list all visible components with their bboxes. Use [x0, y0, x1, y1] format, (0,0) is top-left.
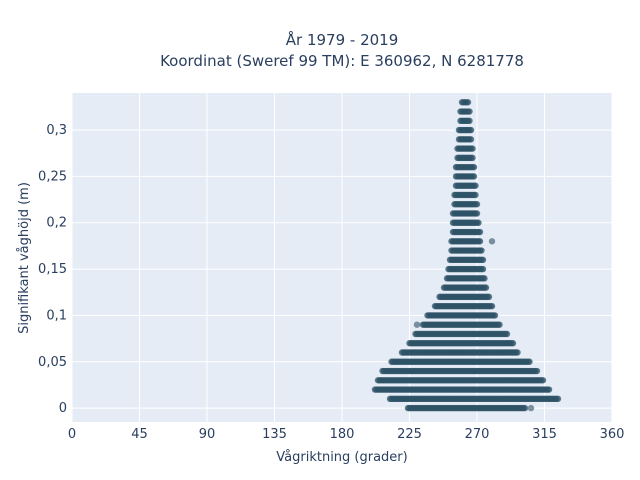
data-point — [464, 99, 472, 106]
x-axis-label: Vågriktning (grader) — [276, 450, 407, 465]
y-tick-label: 0 — [59, 401, 67, 416]
data-point — [521, 404, 529, 412]
data-point — [476, 228, 484, 236]
data-point — [488, 302, 496, 310]
y-tick-label: 0,05 — [38, 355, 67, 370]
x-gridlines — [71, 93, 613, 422]
data-point — [491, 312, 499, 319]
data-point — [527, 404, 535, 412]
y-tick-label: 0,25 — [38, 169, 67, 184]
data-point — [470, 173, 478, 180]
data-point — [533, 367, 541, 375]
x-tick-label: 270 — [465, 427, 490, 442]
data-point — [467, 126, 475, 134]
data-point — [488, 238, 496, 245]
data-point — [496, 321, 503, 328]
data-point — [482, 284, 490, 291]
data-point — [478, 247, 485, 254]
data-point — [509, 340, 517, 347]
x-tick-label: 135 — [262, 427, 287, 442]
data-point — [554, 395, 562, 403]
y-tick-label: 0,2 — [46, 216, 67, 231]
data-point — [466, 117, 473, 125]
data-point — [485, 293, 493, 301]
data-point — [503, 330, 511, 338]
x-tick-label: 45 — [131, 427, 148, 442]
chart-title-line-2: Koordinat (Sweref 99 TM): E 360962, N 62… — [160, 52, 524, 70]
data-point — [545, 386, 553, 393]
x-tick-label: 360 — [600, 427, 625, 442]
data-point — [473, 210, 481, 217]
data-point — [467, 136, 475, 143]
x-tick-label: 0 — [68, 427, 76, 442]
data-point — [472, 191, 479, 199]
y-tick-label: 0,15 — [38, 262, 67, 277]
data-points — [371, 99, 562, 412]
x-tick-label: 315 — [532, 427, 557, 442]
data-point — [470, 163, 478, 171]
data-point — [526, 358, 533, 365]
data-point — [539, 377, 547, 384]
data-point — [413, 321, 421, 328]
y-axis-label: Signifikant våghöjd (m) — [17, 182, 32, 334]
data-point — [469, 154, 476, 162]
y-tick-label: 0,1 — [46, 308, 67, 323]
data-point — [472, 182, 479, 189]
data-point — [473, 201, 481, 208]
data-point — [469, 145, 476, 152]
data-point — [479, 256, 487, 264]
y-tick-label: 0,3 — [46, 123, 67, 138]
x-tick-label: 180 — [330, 427, 355, 442]
data-point — [476, 238, 484, 245]
data-point — [479, 265, 487, 273]
data-point — [466, 108, 473, 115]
x-tick-label: 225 — [397, 427, 422, 442]
data-point — [481, 275, 488, 282]
x-tick-label: 90 — [199, 427, 216, 442]
y-tick-labels: 0 0,05 0,1 0,15 0,2 0,25 0,3 — [38, 123, 67, 416]
chart-title-line-1: År 1979 - 2019 — [286, 30, 399, 49]
x-tick-labels: 0 45 90 135 180 225 270 315 360 — [68, 427, 625, 442]
data-point — [514, 349, 521, 356]
data-point — [475, 219, 482, 226]
